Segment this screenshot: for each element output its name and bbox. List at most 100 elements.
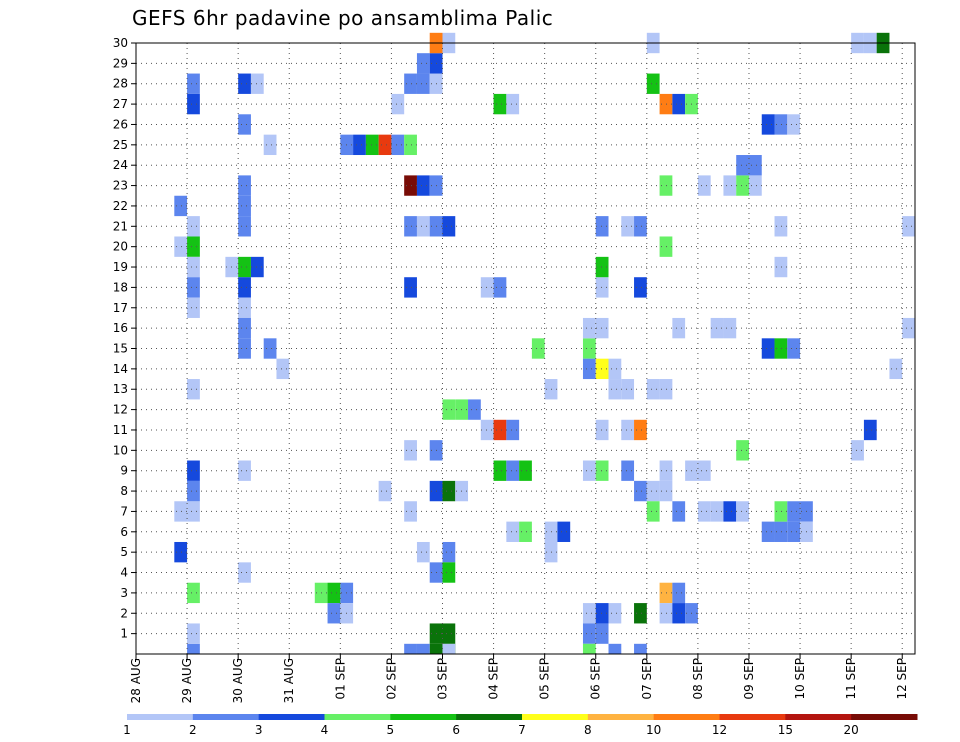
precip-cell [238,562,251,583]
precip-cell [582,317,596,339]
y-tick-label: 19 [113,260,128,274]
legend-label: 12 [712,723,727,737]
precip-cell [595,317,609,339]
y-tick-label: 2 [120,606,128,620]
y-tick-label: 11 [113,423,128,437]
precip-cell [634,603,647,624]
precip-cell [468,399,481,420]
legend-swatch [785,714,852,720]
precip-cell [608,643,622,654]
legend-swatch [324,714,391,720]
legend-swatch [456,714,523,720]
y-tick-label: 9 [120,464,128,478]
precip-cell [646,501,660,522]
precip-cell [187,501,200,522]
legend-swatch [719,714,786,720]
x-tick-label: 06 SEP [589,658,603,700]
precip-cell [697,175,711,196]
precip-cell [774,338,788,359]
precip-cell [595,603,609,624]
precip-cell [442,623,456,644]
precip-cell [723,501,737,522]
precip-cell [672,317,686,339]
x-tick-label: 30 AUG [231,658,245,703]
legend-label: 8 [584,723,592,737]
precip-cell [736,501,749,522]
precip-cell [174,541,188,563]
cells-layer [174,32,915,654]
precip-cell [506,521,520,542]
precip-cell [238,460,251,481]
precip-cell [659,236,673,257]
legend-label: 1 [123,723,131,737]
precip-cell [187,379,200,400]
y-axis: 1234567891011121314151617181920212223242… [113,36,136,641]
precip-cell [582,623,596,644]
legend-swatch [258,714,325,720]
precip-cell [659,460,673,481]
precip-cell [659,603,673,624]
precip-cell [506,460,520,481]
precip-cell [634,419,647,441]
precip-cell [442,399,456,420]
y-tick-label: 27 [113,97,128,111]
y-tick-label: 6 [120,525,128,539]
x-tick-label: 12 SEP [895,658,909,700]
precip-cell [276,358,290,380]
precip-cell [748,175,762,196]
precip-cell [697,460,711,481]
precip-cell [595,623,609,644]
precip-cell [697,501,711,522]
precip-cell [787,338,801,359]
precip-cell [621,460,635,481]
precip-cell [238,338,251,359]
precip-cell [710,317,724,339]
precip-cell [723,175,737,196]
precip-cell [672,603,686,624]
precip-cell [404,277,417,298]
y-tick-label: 17 [113,301,128,315]
precip-cell [774,216,788,237]
grid-layer [135,42,915,654]
y-tick-label: 22 [113,199,128,213]
precip-cell [531,338,545,359]
precip-cell [582,603,596,624]
legend-label: 3 [255,723,263,737]
y-tick-label: 7 [120,504,128,518]
precip-cell [238,317,251,339]
color-legend: 1 2 3 4 5 6 7 8 10 12 15 20 [123,714,918,737]
legend-swatch [653,714,720,720]
legend-label: 20 [844,723,859,737]
precip-cell [404,216,417,237]
precip-cell [787,114,801,135]
legend-label: 7 [518,723,526,737]
precip-cell [442,480,456,502]
y-tick-label: 4 [120,566,128,580]
legend-swatch [522,714,589,720]
precip-cell [493,419,507,441]
precip-cell [187,73,200,94]
precip-cell [646,73,660,94]
precip-cell [672,501,686,522]
precip-cell [736,440,749,461]
legend-label: 2 [189,723,197,737]
precip-cell [519,521,532,542]
precip-cell [634,277,647,298]
precip-cell [187,256,200,278]
y-tick-label: 21 [113,219,128,233]
precip-cell [710,501,724,522]
precip-cell [761,338,775,359]
precip-cell [442,216,456,237]
precip-cell [404,175,417,196]
x-tick-label: 28 AUG [129,658,143,703]
precip-cell [480,419,494,441]
precip-cell [391,134,405,156]
legend-swatch [390,714,457,720]
x-tick-label: 29 AUG [180,658,194,703]
x-tick-label: 02 SEP [384,658,398,700]
precip-cell [748,155,762,176]
y-tick-label: 13 [113,382,128,396]
y-tick-label: 28 [113,77,128,91]
precip-cell [404,643,417,654]
precip-cell [723,317,737,339]
